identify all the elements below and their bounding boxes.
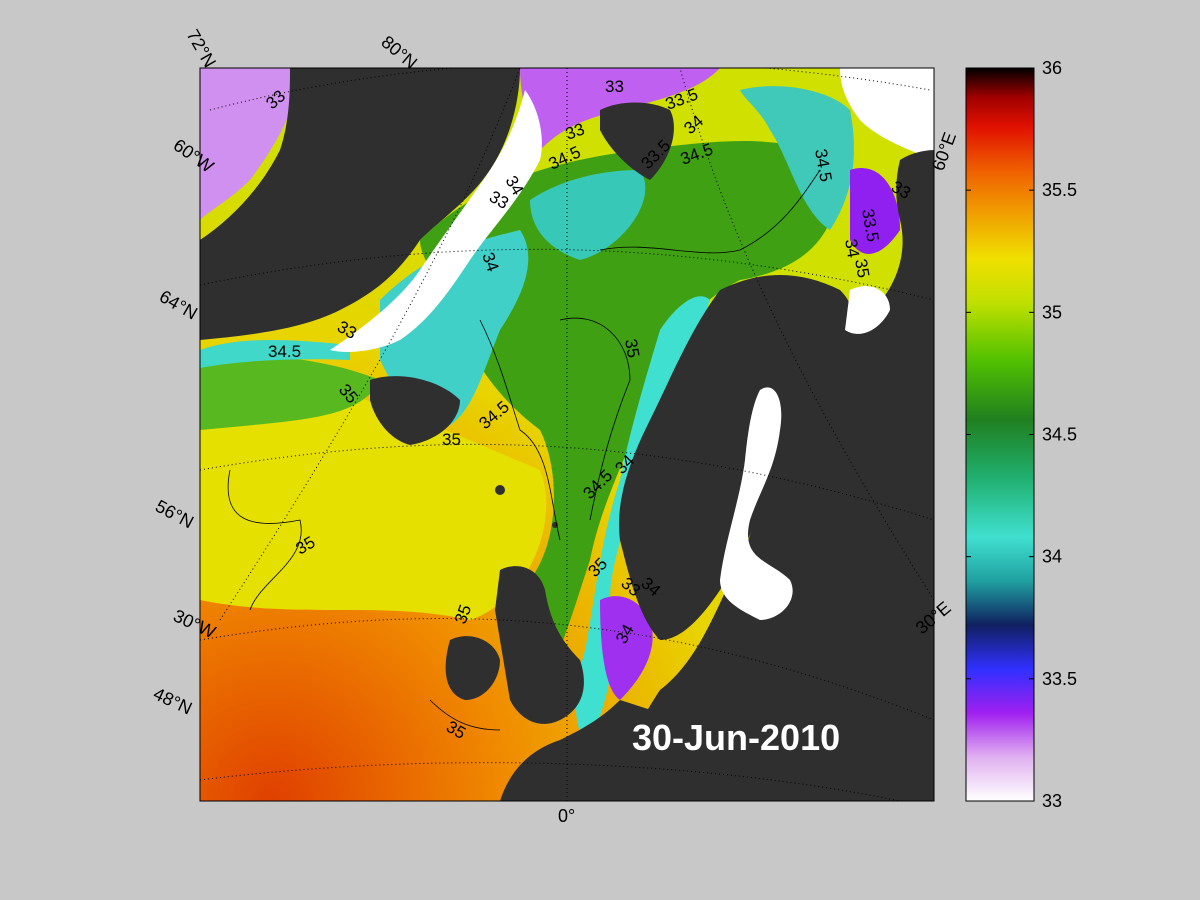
ocean-yellow-band: [200, 376, 547, 620]
iceland-land: [370, 376, 460, 445]
contour-label: 35: [851, 257, 873, 279]
contour-lines: [227, 169, 821, 731]
britain-land: [495, 566, 584, 724]
arctic-ice-ne: [840, 68, 934, 160]
colorbar-tick-label: 33.5: [1042, 669, 1077, 689]
colorbar-tick-label: 35.5: [1042, 180, 1077, 200]
ocean-purple-skagerrak: [600, 596, 653, 700]
colorbar-tick-label: 36: [1042, 58, 1062, 78]
grid-label-lat-80: 80°N: [377, 32, 421, 73]
colorbar-tick-label: 33: [1042, 791, 1062, 811]
greenland-ice-east: [330, 90, 542, 352]
graticule: [200, 68, 934, 801]
grid-label-lat-72: 72°N: [183, 26, 220, 71]
colorbar-tick-label: 34.5: [1042, 425, 1077, 445]
date-label: 30-Jun-2010: [632, 717, 840, 758]
faroe-islands: [495, 485, 505, 495]
map-frame: [199, 67, 935, 802]
grid-label-lon-0: 0°: [558, 806, 575, 826]
colorbar-ticks: 36 35.5 35 34.5 34 33.5 33: [966, 58, 1077, 811]
europe-land: [500, 700, 934, 801]
ocean-teal-north: [530, 170, 646, 260]
ireland-land: [445, 636, 500, 700]
scandinavia-land: [619, 275, 857, 640]
colorbar-tick-label: 34: [1042, 547, 1062, 567]
grid-label-lat-64: 64°N: [156, 286, 201, 323]
baltic-sea: [720, 387, 793, 620]
ocean-teal-greenland-south: [200, 340, 350, 368]
contour-label: 33: [605, 77, 624, 96]
grid-label-lat-56: 56°N: [152, 496, 197, 533]
colorbar-tick-label: 35: [1042, 302, 1062, 322]
colorbar: 36 35.5 35 34.5 34 33.5 33: [965, 58, 1077, 811]
grid-label-lat-48: 48°N: [150, 683, 195, 718]
ocean-purple-kara: [850, 168, 900, 254]
ocean-purple-baffin: [200, 68, 300, 220]
colorbar-gradient: [965, 67, 1035, 802]
contour-label: 35: [621, 337, 643, 359]
ocean-teal-barents: [740, 86, 854, 230]
greenland-land: [200, 68, 520, 340]
ocean-green-west: [200, 356, 380, 430]
contour-label: 35: [442, 430, 461, 449]
svalbard-land: [600, 102, 674, 180]
contour-label: 34: [841, 237, 863, 259]
white-sea: [845, 286, 890, 334]
contour-label: 34.5: [268, 342, 301, 361]
